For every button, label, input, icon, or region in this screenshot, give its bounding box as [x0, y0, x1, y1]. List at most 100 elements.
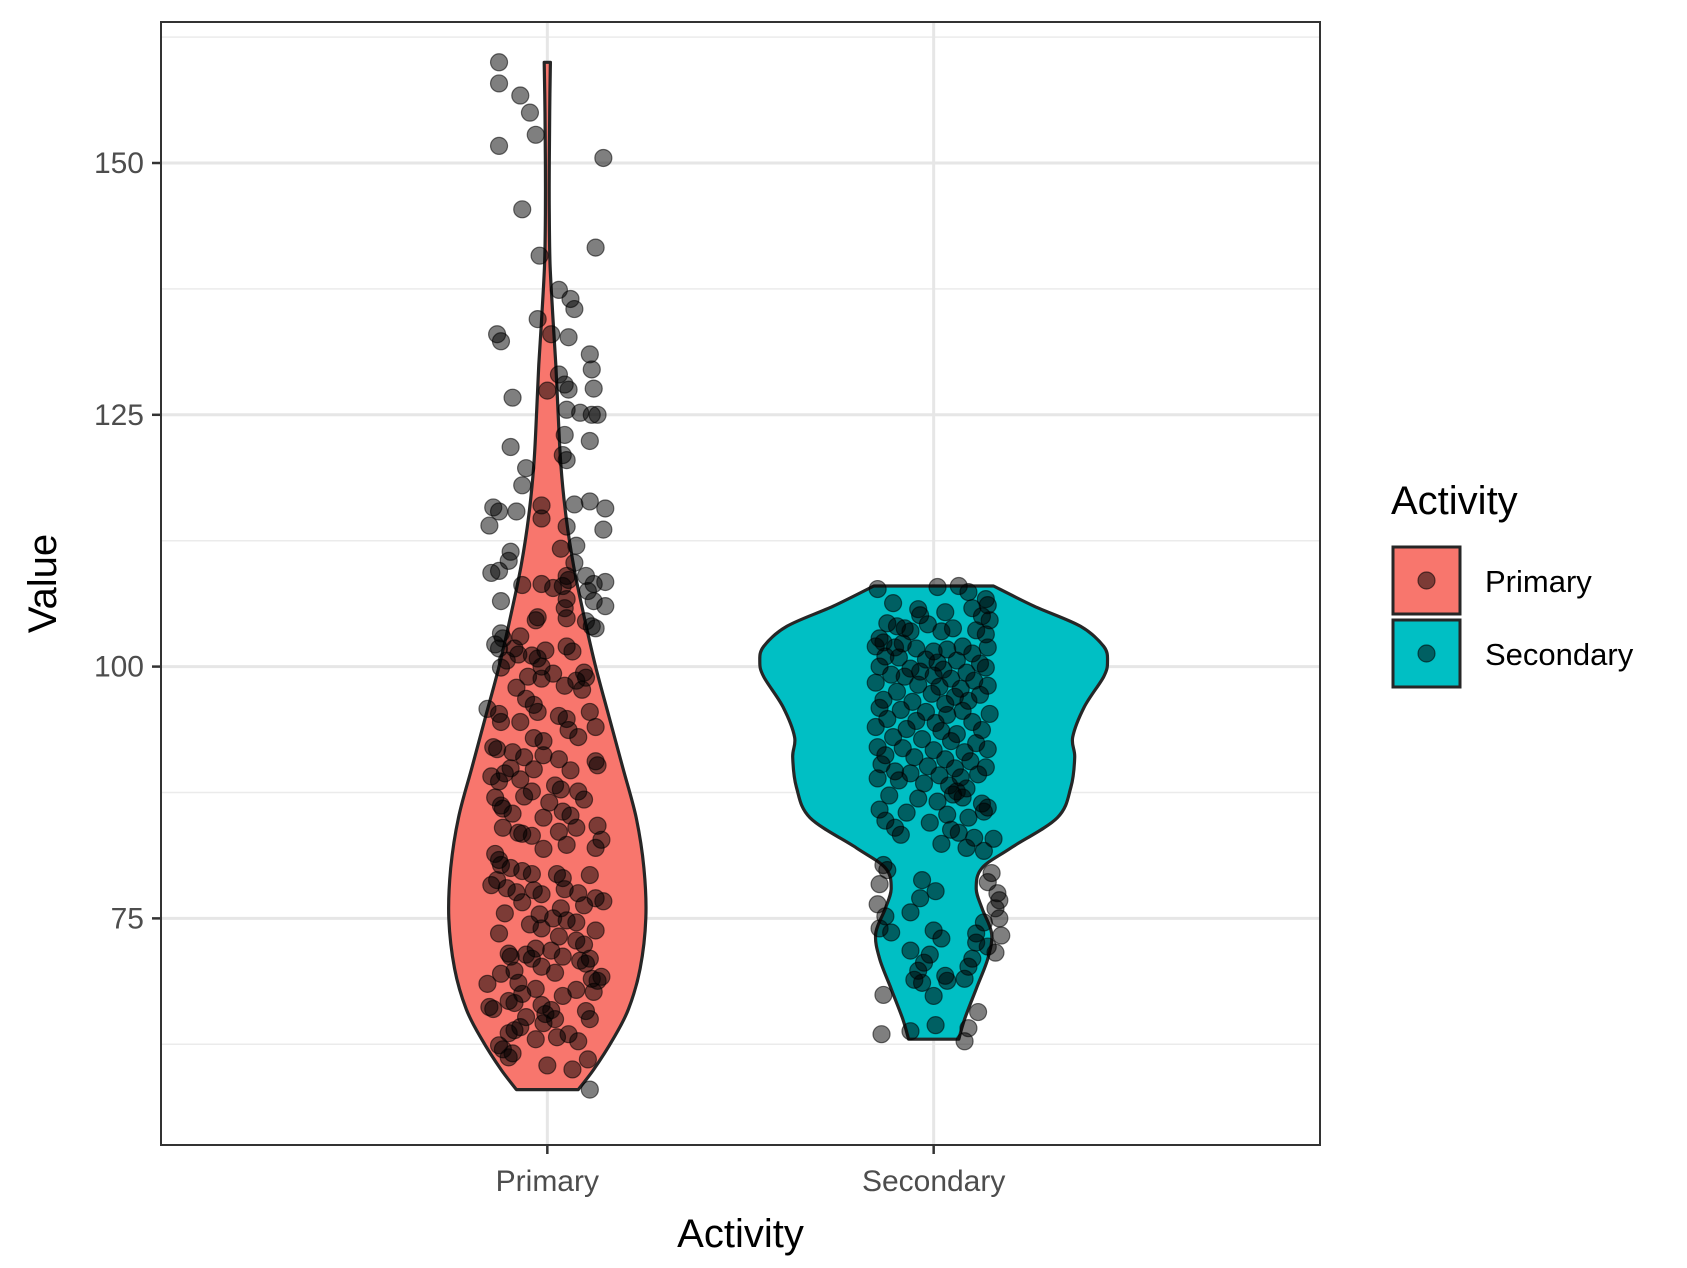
data-point-secondary	[968, 1002, 988, 1022]
data-point-secondary	[872, 1025, 891, 1044]
data-point-primary	[563, 1060, 582, 1079]
data-point-secondary	[974, 802, 993, 821]
data-point-primary	[530, 246, 549, 265]
data-point-secondary	[968, 765, 988, 784]
y-tick-label: 125	[94, 399, 144, 432]
data-point-secondary	[870, 875, 889, 894]
data-point-primary	[586, 838, 605, 857]
data-point-primary	[526, 611, 545, 630]
data-point-primary	[513, 893, 532, 912]
data-point-primary	[526, 125, 545, 144]
data-point-primary	[592, 967, 611, 986]
data-point-primary	[516, 459, 536, 478]
data-point-primary	[555, 676, 574, 695]
data-point-primary	[557, 835, 576, 854]
data-point-primary	[586, 619, 605, 638]
data-point-primary	[493, 818, 513, 837]
data-point-primary	[489, 74, 509, 93]
data-point-primary	[596, 572, 615, 592]
data-point-primary	[491, 592, 511, 611]
data-point-secondary	[912, 973, 932, 992]
data-point-secondary	[959, 582, 978, 602]
data-point-secondary	[884, 594, 903, 613]
data-point-secondary	[957, 838, 976, 857]
data-point-primary	[536, 641, 555, 660]
axis-layer: 75 100 125 150 Primary Secondary	[94, 147, 1005, 1198]
data-point-secondary	[878, 860, 897, 880]
data-point-secondary	[986, 943, 1005, 962]
data-point-primary	[503, 388, 522, 407]
legend-label-primary: Primary	[1485, 564, 1592, 599]
data-point-primary	[513, 575, 532, 595]
data-point-primary	[565, 299, 584, 319]
data-point-primary	[511, 86, 530, 105]
data-point-secondary	[978, 638, 997, 657]
data-point-primary	[511, 770, 530, 789]
data-point-secondary	[955, 969, 974, 988]
data-point-secondary	[990, 909, 1009, 928]
data-point-secondary	[920, 813, 939, 832]
data-point-primary	[532, 669, 551, 688]
data-point-secondary	[868, 579, 887, 599]
y-tick-label: 75	[111, 902, 144, 935]
data-point-secondary	[880, 786, 899, 805]
data-point-secondary	[980, 704, 999, 724]
data-point-primary	[565, 495, 584, 514]
data-point-primary	[522, 826, 541, 845]
data-point-primary	[489, 561, 509, 581]
data-point-secondary	[912, 730, 932, 749]
data-point-primary	[584, 982, 603, 1002]
data-point-primary	[499, 1048, 518, 1067]
data-point-primary	[567, 913, 586, 932]
legend: Activity Primary Secondary	[1391, 479, 1634, 689]
data-point-secondary	[959, 808, 978, 827]
data-point-primary	[488, 740, 507, 759]
data-point-secondary	[928, 577, 947, 597]
data-point-primary	[499, 991, 518, 1011]
data-point-primary	[559, 380, 578, 399]
data-point-secondary	[938, 805, 957, 824]
legend-key-point	[1417, 644, 1436, 663]
legend-key-primary	[1391, 545, 1462, 616]
legend-title: Activity	[1391, 479, 1518, 523]
data-point-primary	[578, 1050, 597, 1069]
data-point-secondary	[901, 1022, 920, 1041]
data-point-primary	[555, 425, 574, 445]
data-point-primary	[495, 904, 514, 923]
data-point-primary	[532, 885, 551, 904]
data-point-secondary	[897, 803, 916, 822]
data-point-secondary	[984, 829, 1003, 848]
data-point-primary	[559, 328, 578, 347]
data-point-primary	[545, 963, 565, 982]
data-point-primary	[547, 1028, 567, 1047]
data-point-primary	[580, 345, 599, 364]
data-point-secondary	[914, 774, 934, 793]
data-point-primary	[513, 476, 532, 495]
data-point-primary	[507, 502, 526, 521]
legend-entries: Primary Secondary	[1391, 545, 1634, 689]
data-point-primary	[524, 760, 543, 779]
data-point-secondary	[941, 732, 961, 751]
data-point-primary	[534, 808, 553, 827]
data-point-secondary	[926, 882, 945, 901]
data-point-primary	[499, 1024, 518, 1043]
x-tick-label: Primary	[496, 1165, 599, 1198]
data-point-primary	[586, 238, 605, 257]
data-point-primary	[501, 437, 520, 457]
plot-panel-border	[160, 21, 1321, 1146]
data-point-primary	[594, 520, 613, 539]
data-point-primary	[580, 431, 599, 451]
data-point-primary	[528, 310, 547, 329]
data-point-secondary	[887, 682, 907, 701]
data-point-primary	[532, 509, 551, 528]
data-point-secondary	[866, 717, 885, 737]
data-point-primary	[596, 597, 615, 616]
data-point-secondary	[891, 825, 910, 844]
data-point-primary	[574, 896, 594, 915]
data-point-primary	[538, 1056, 557, 1075]
data-point-secondary	[868, 769, 887, 788]
data-point-primary	[594, 892, 613, 911]
data-point-primary	[482, 876, 501, 895]
x-tick-label: Secondary	[862, 1165, 1005, 1198]
